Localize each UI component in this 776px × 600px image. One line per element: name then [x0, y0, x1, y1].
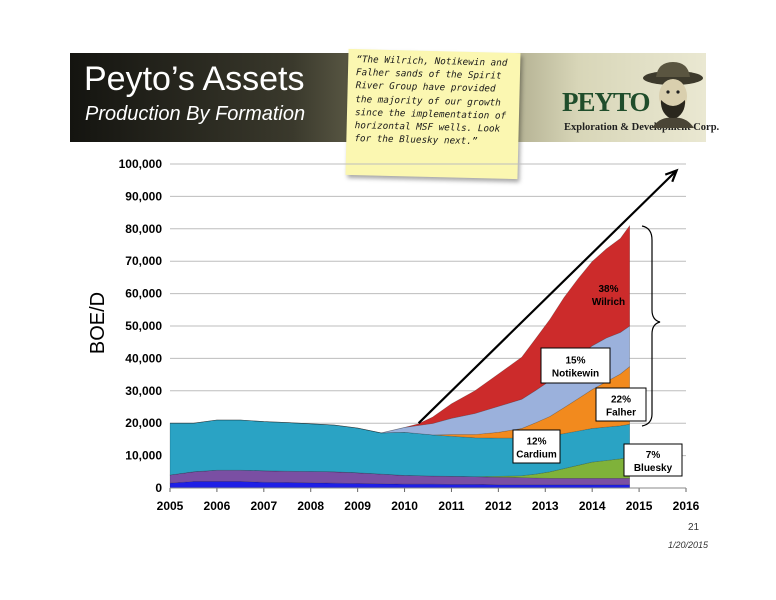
y-tick-label: 80,000 [125, 222, 162, 236]
label-box [540, 347, 611, 384]
x-tick-label: 2005 [157, 499, 184, 513]
x-tick-label: 2009 [344, 499, 371, 513]
x-tick-label: 2010 [391, 499, 418, 513]
logo-tagline: Exploration & Development Corp. [564, 122, 720, 133]
portrait-icon [643, 62, 703, 128]
slide-date: 1/20/2015 [668, 540, 709, 550]
area-series-wilrich [170, 224, 630, 434]
y-tick-label: 10,000 [125, 449, 162, 463]
y-tick-label: 50,000 [125, 319, 162, 333]
y-tick-label: 40,000 [125, 351, 162, 365]
label-pct: 12% [526, 437, 546, 448]
x-tick-label: 2008 [297, 499, 324, 513]
label-notikewin: 15% Notikewin [540, 347, 611, 384]
x-tick-label: 2007 [250, 499, 277, 513]
page-number: 21 [688, 522, 700, 533]
label-name: Bluesky [634, 463, 673, 474]
label-pct: 15% [565, 356, 585, 367]
y-tick-label: 0 [155, 481, 162, 495]
label-box [595, 387, 647, 422]
label-pct: 38% [598, 284, 618, 295]
x-tick-label: 2013 [532, 499, 559, 513]
trend-arrow-head [664, 168, 679, 183]
bracket [641, 225, 661, 427]
area-series-purple [169, 469, 630, 486]
y-tick-label: 90,000 [125, 189, 162, 203]
label-name: Wilrich [592, 297, 625, 308]
axes: 0 10,000 20,000 30,000 40,000 50,000 60,000 70,… [119, 157, 700, 513]
label-name: Falher [606, 408, 636, 419]
y-tick-label: 100,000 [119, 157, 163, 171]
label-bluesky: 7% Bluesky [623, 443, 683, 477]
label-pct: 22% [611, 395, 631, 406]
x-tick-label: 2011 [438, 499, 464, 513]
trend-arrow-line [417, 169, 678, 424]
label-name: Notikewin [552, 369, 599, 380]
area-series-notikewin [170, 325, 630, 436]
logo-wordmark: PEYTO [562, 87, 651, 117]
label-name: Cardium [516, 450, 557, 461]
x-tick-label: 2006 [204, 499, 231, 513]
x-tick-label: 2016 [673, 499, 700, 513]
y-tick-label: 20,000 [125, 416, 162, 430]
y-tick-label: 30,000 [125, 384, 162, 398]
trend-arrow [417, 168, 679, 424]
total-bracket [641, 225, 661, 427]
x-tick-label: 2012 [485, 499, 512, 513]
x-tick-label: 2015 [626, 499, 653, 513]
formation-labels: 38% Wilrich 15% Notikewin 22% Falher 12% Cardiu… [512, 284, 683, 477]
y-tick-label: 70,000 [125, 254, 162, 268]
slide-subtitle: Production By Formation [85, 103, 306, 125]
label-pct: 7% [646, 450, 661, 461]
label-box [512, 429, 561, 464]
label-wilrich: 38% Wilrich [592, 284, 625, 308]
label-falher: 22% Falher [595, 387, 647, 422]
slide-title: Peyto’s Assets [84, 60, 305, 98]
y-axis-label: BOE/D [87, 292, 109, 354]
label-box [623, 443, 683, 477]
peyto-logo: PEYTO Exploration & Development Corp. [562, 60, 719, 140]
label-cardium: 12% Cardium [512, 429, 561, 464]
y-tick-label: 60,000 [125, 287, 162, 301]
x-tick-label: 2014 [579, 499, 606, 513]
